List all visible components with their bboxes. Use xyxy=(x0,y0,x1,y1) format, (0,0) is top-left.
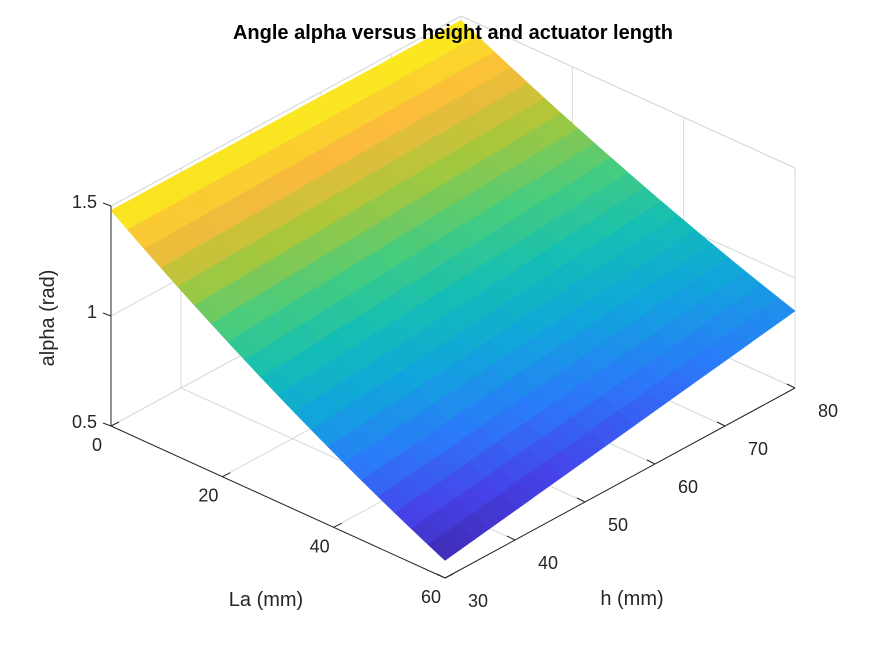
x-tick-mark xyxy=(444,573,454,579)
y-tick-label: 80 xyxy=(818,401,838,421)
surface xyxy=(110,20,796,561)
x-tick-label: 60 xyxy=(421,587,441,607)
y-tick-mark xyxy=(786,383,796,389)
surface-patch xyxy=(427,534,461,561)
y-tick-label: 50 xyxy=(608,515,628,535)
y-tick-label: 40 xyxy=(538,553,558,573)
x-tick-label: 40 xyxy=(310,536,330,556)
z-tick-mark xyxy=(102,202,112,207)
y-tick-mark xyxy=(436,573,446,579)
x-tick-mark xyxy=(333,522,342,528)
x-tick-mark xyxy=(110,421,120,427)
y-tick-label: 60 xyxy=(678,477,698,497)
z-tick-label: 1.5 xyxy=(72,192,97,212)
y-axis-line xyxy=(444,387,796,579)
y-tick-mark xyxy=(716,421,726,427)
grid-wall-z xyxy=(460,15,796,169)
y-tick-label: 70 xyxy=(748,439,768,459)
x-tick-label: 20 xyxy=(198,486,218,506)
tick-labels: 0 20 40 60 30 40 50 60 70 80 0.5 1 1.5 xyxy=(72,192,838,611)
y-tick-mark xyxy=(506,535,516,541)
grid-wall-z xyxy=(110,15,462,207)
z-tick-mark xyxy=(102,312,112,317)
y-tick-mark xyxy=(646,459,656,465)
z-tick-label: 1 xyxy=(87,302,97,322)
x-tick-label: 0 xyxy=(92,435,102,455)
x-axis-line xyxy=(110,425,446,579)
x-axis-label: La (mm) xyxy=(229,589,303,611)
y-tick-label: 30 xyxy=(468,591,488,611)
z-axis-label: alpha (rad) xyxy=(37,270,59,367)
axes xyxy=(102,202,796,579)
y-tick-mark xyxy=(576,497,586,503)
x-tick-mark xyxy=(222,472,231,478)
y-axis-label: h (mm) xyxy=(600,588,663,610)
z-tick-label: 0.5 xyxy=(72,412,97,432)
z-tick-mark xyxy=(102,422,112,427)
chart-title: Angle alpha versus height and actuator l… xyxy=(233,22,673,44)
